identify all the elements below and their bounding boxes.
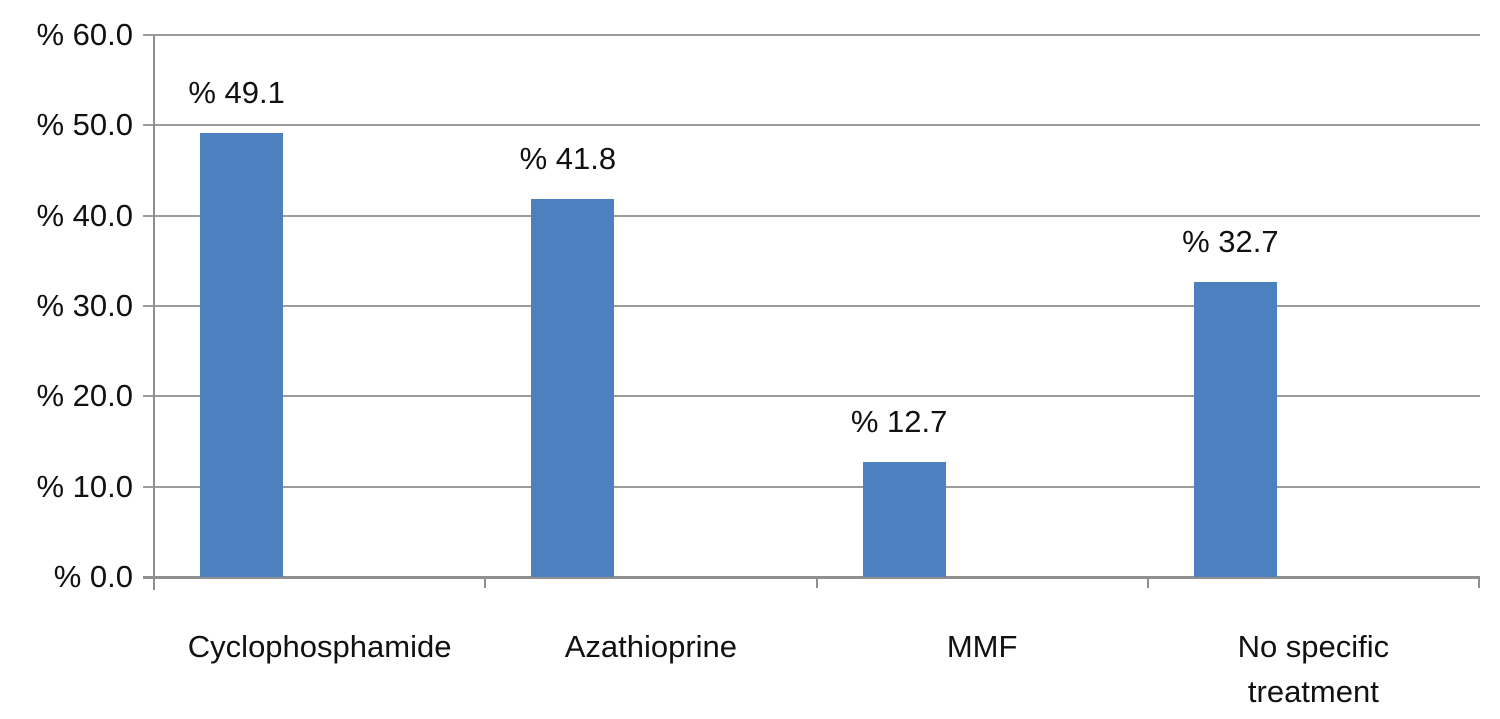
bar-value-label: % 49.1 (188, 75, 285, 111)
y-axis-tick-label: % 20.0 (36, 378, 133, 414)
x-axis-category-label: No specific treatment (1237, 629, 1390, 709)
x-axis-category-label: MMF (946, 629, 1018, 664)
y-axis-tick-label: % 60.0 (36, 17, 133, 52)
y-axis-tick-label: % 0.0 (53, 559, 133, 594)
x-axis-tick (484, 577, 487, 588)
gridline (143, 485, 1480, 488)
gridline (143, 305, 1480, 307)
bar-azathioprine (531, 199, 615, 577)
x-axis-tick (1146, 577, 1149, 588)
x-axis-category-label: Azathioprine (564, 629, 738, 664)
gridline (143, 124, 1480, 127)
bar-value-label: % 12.7 (850, 404, 948, 440)
gridline (143, 395, 1480, 398)
x-axis-tick (815, 577, 818, 588)
bar-no-specific-treatment (1193, 281, 1277, 577)
bar-value-label: % 41.8 (519, 141, 617, 177)
x-axis-tick (1478, 577, 1480, 588)
y-axis-tick-label: % 10.0 (36, 468, 133, 504)
gridline (143, 34, 1480, 36)
y-axis-tick-label: % 30.0 (36, 288, 133, 323)
y-axis-line (153, 35, 155, 590)
y-axis-tick-label: % 50.0 (36, 107, 133, 143)
bar-mmf (862, 462, 946, 577)
bar-value-label: % 32.7 (1182, 223, 1279, 259)
y-axis-tick-label: % 40.0 (36, 197, 133, 233)
bar-cyclophosphamide (200, 133, 284, 577)
x-axis-line (143, 576, 1480, 579)
gridline (143, 214, 1480, 217)
x-axis-category-label: Cyclophosphamide (187, 629, 452, 664)
